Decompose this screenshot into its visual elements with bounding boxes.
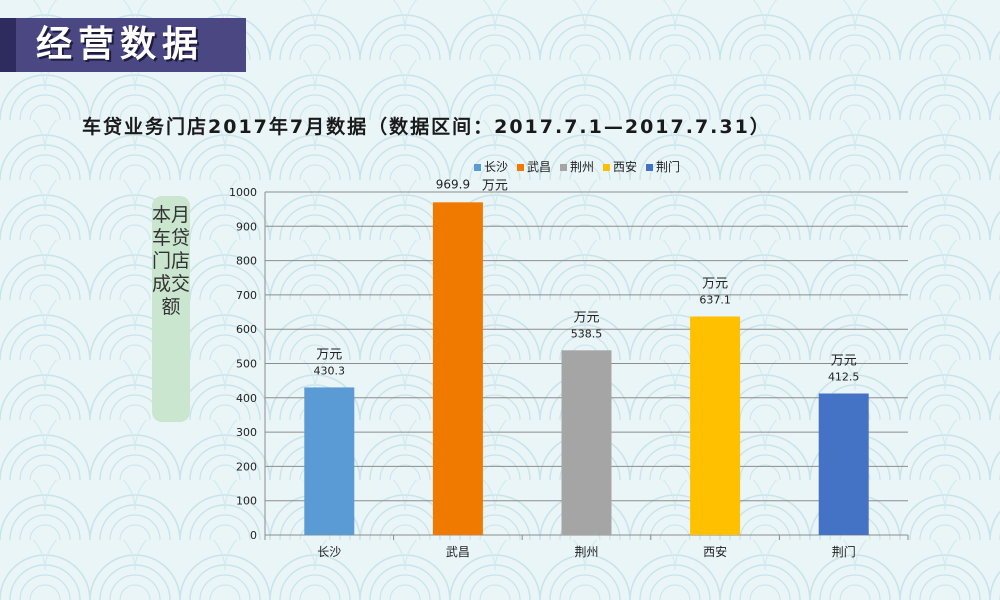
- y-tick-label: 1000: [229, 186, 257, 199]
- data-label-value: 969.9: [436, 177, 470, 191]
- legend-swatch: [603, 164, 610, 171]
- x-tick-label: 长沙: [317, 545, 341, 559]
- legend-entry: 西安: [613, 159, 637, 174]
- legend-entry: 荆州: [570, 160, 594, 174]
- bar: [561, 350, 612, 535]
- y-tick-label: 300: [236, 426, 257, 439]
- data-label-unit: 万元: [573, 310, 599, 325]
- y-tick-label: 200: [236, 460, 257, 473]
- legend-swatch: [560, 164, 567, 171]
- legend-swatch: [474, 164, 481, 171]
- legend-entry: 武昌: [527, 160, 551, 174]
- data-label-value: 637.1: [699, 293, 731, 306]
- chart-title: 车贷业务门店2017年7月数据（数据区间：2017.7.1—2017.7.31）: [82, 116, 771, 138]
- legend-entry: 长沙: [484, 160, 508, 174]
- y-axis-label: 本月车贷门店成交额: [152, 204, 191, 318]
- legend-swatch: [646, 164, 653, 171]
- y-tick-label: 700: [236, 289, 257, 302]
- bar: [432, 202, 483, 536]
- bar: [818, 393, 869, 535]
- bar: [304, 387, 355, 535]
- data-label-value: 430.3: [314, 364, 346, 377]
- banner-title: 经营数据: [36, 24, 205, 65]
- y-tick-label: 0: [250, 529, 257, 542]
- data-label-value: 538.5: [571, 327, 603, 340]
- y-tick-label: 100: [236, 495, 257, 508]
- x-tick-label: 西安: [703, 544, 727, 559]
- data-label-unit: 万元: [482, 178, 508, 193]
- x-tick-label: 荆州: [574, 545, 598, 559]
- data-label-value: 412.5: [828, 371, 860, 384]
- header-banner: 经营数据: [0, 18, 246, 72]
- x-tick-label: 武昌: [446, 545, 470, 559]
- legend-entry: 荆门: [656, 159, 680, 174]
- bar: [690, 316, 741, 535]
- x-tick-label: 荆门: [832, 544, 856, 559]
- data-label-unit: 万元: [831, 354, 857, 369]
- data-label-unit: 万元: [316, 347, 342, 362]
- y-tick-label: 900: [236, 220, 257, 233]
- y-tick-label: 800: [236, 255, 257, 268]
- y-axis-label-box: 本月车贷门店成交额: [152, 196, 190, 422]
- legend-swatch: [517, 164, 524, 171]
- y-tick-label: 500: [236, 358, 257, 371]
- y-tick-label: 600: [236, 323, 257, 336]
- y-tick-label: 400: [236, 392, 257, 405]
- data-label-unit: 万元: [702, 276, 728, 291]
